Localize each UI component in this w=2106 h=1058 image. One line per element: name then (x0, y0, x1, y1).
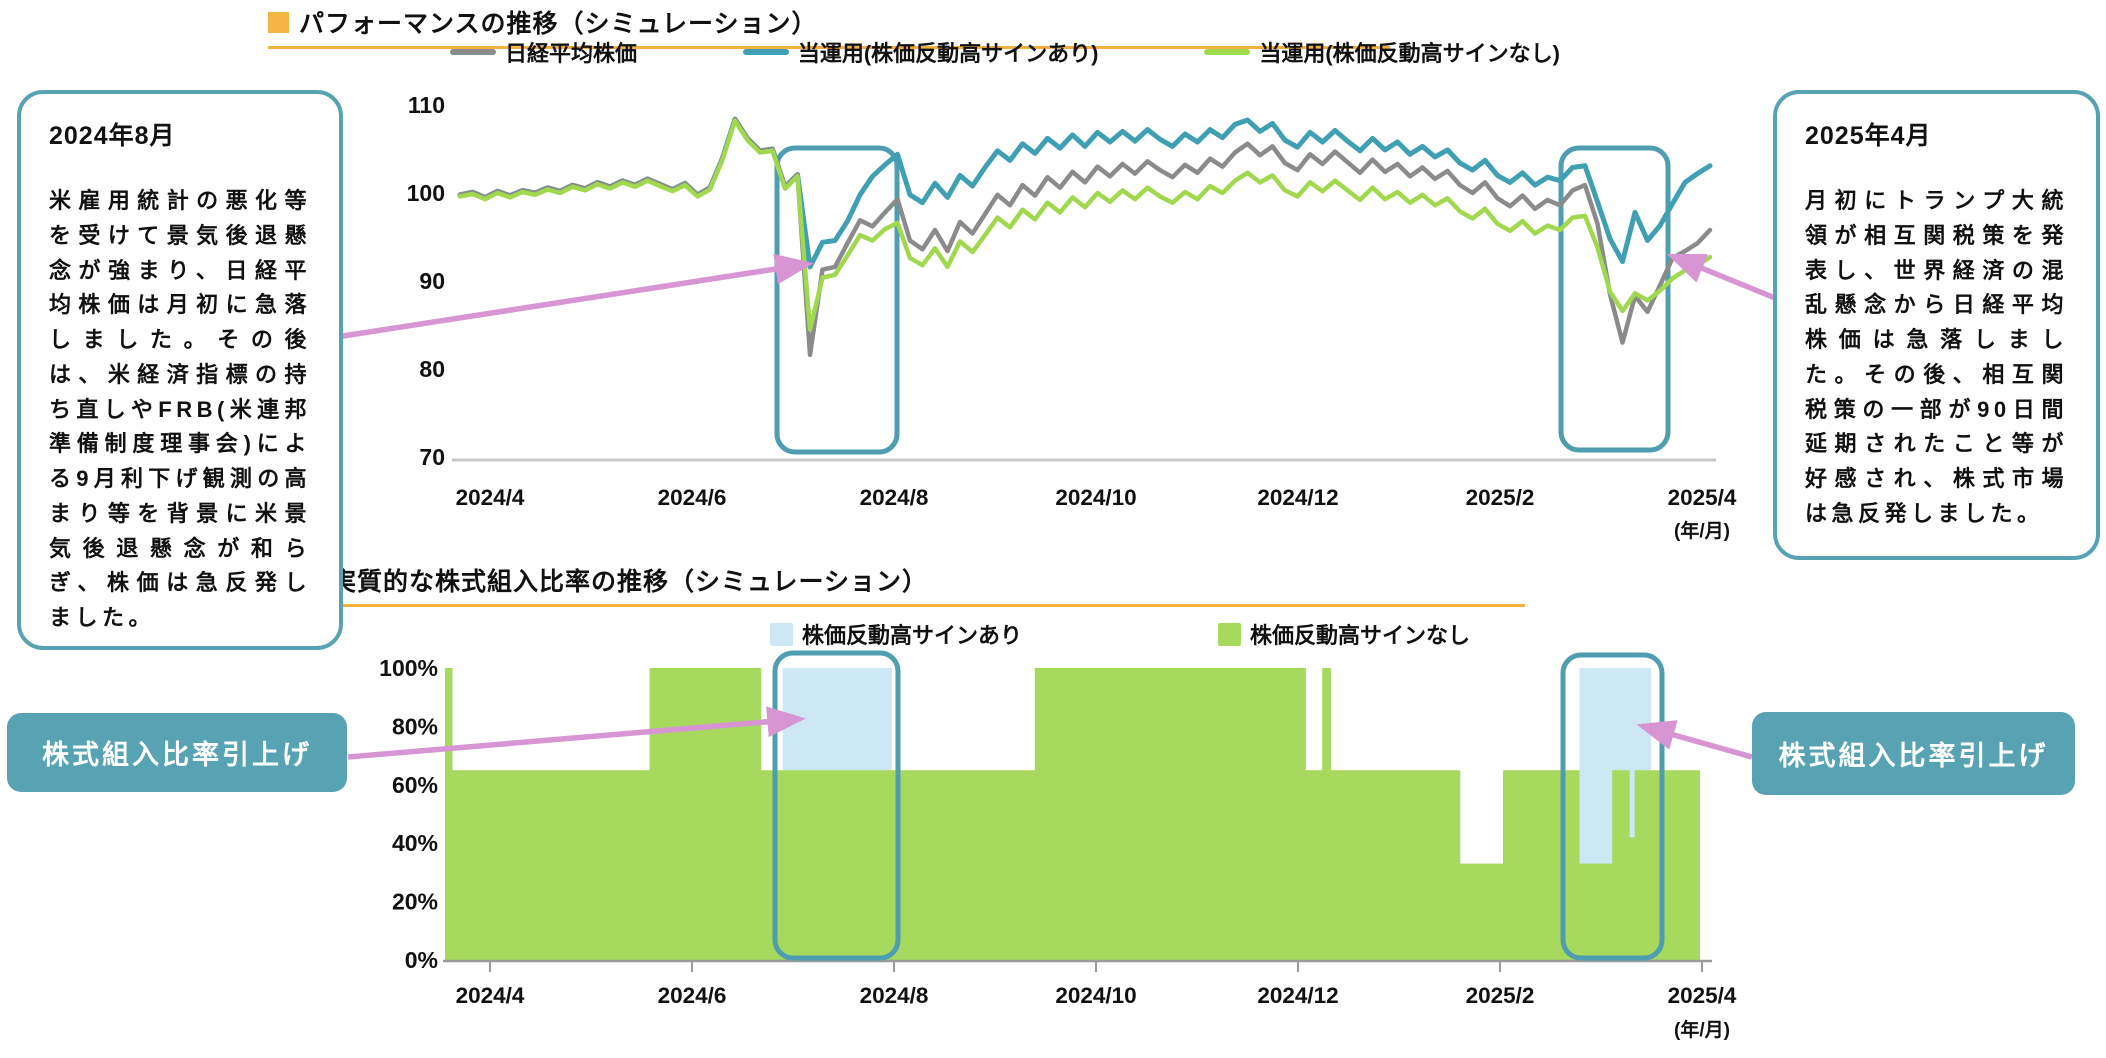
legend-item-alloc-blue: 株価反動高サインあり (770, 618, 1022, 650)
y-tick-label: 20% (392, 889, 438, 915)
callout-aug-title: 2024年8月 (49, 122, 176, 150)
y-tick-label: 0% (405, 947, 438, 973)
x-tick-label: 2025/4 (1668, 485, 1737, 510)
y-tick-label: 80 (419, 356, 445, 382)
raise-banner-left: 株式組入比率引上げ (7, 713, 347, 792)
callout-apr-2025: 2025年4月 月初にトランプ大統領が相互関税策を発表し、世界経済の混乱懸念から… (1773, 90, 2100, 560)
legend-item-alloc-green: 株価反動高サインなし (1217, 618, 1470, 650)
x-tick-label: 2025/4 (1668, 983, 1737, 1008)
x-tick-label: 2024/10 (1055, 485, 1136, 510)
x-axis-unit-label: (年/月) (1674, 519, 1730, 542)
x-tick-label: 2024/8 (860, 485, 929, 510)
y-tick-label: 110 (408, 92, 445, 118)
x-tick-label: 2024/4 (456, 983, 525, 1008)
legend-item-sign-on: 当運用(株価反動高サインあり) (742, 36, 1099, 68)
y-tick-label: 70 (419, 444, 445, 470)
blue-square-swatch-icon (770, 622, 793, 646)
y-tick-label: 90 (419, 268, 445, 294)
highlight-period-box (772, 650, 901, 961)
y-tick-label: 100 (407, 180, 445, 206)
legend-label-alloc-blue: 株価反動高サインあり (802, 623, 1023, 648)
x-tick-label: 2024/6 (658, 983, 727, 1008)
y-tick-label: 80% (392, 713, 438, 739)
x-tick-label: 2024/6 (658, 485, 727, 510)
x-tick-label: 2024/4 (456, 485, 525, 510)
raise-banner-right-label: 株式組入比率引上げ (1778, 741, 2049, 771)
performance-title-text: パフォーマンスの推移（シミュレーション） (299, 10, 818, 38)
legend-label-sign-off: 当運用(株価反動高サインなし) (1259, 41, 1560, 66)
orange-square-icon (268, 11, 289, 33)
series-line-2 (457, 118, 1713, 332)
allocation-title-text: 実質的な株式組入比率の推移（シミュレーション） (331, 568, 929, 596)
allocation-legend: 株価反動高サインあり 株価反動高サインなし (770, 618, 1470, 650)
nikkei-line-swatch-icon (450, 49, 496, 55)
sign-off-allocation-area (445, 668, 1700, 960)
x-axis-unit-label: (年/月) (1674, 1018, 1730, 1041)
callout-aug-2024: 2024年8月 米雇用統計の悪化等を受けて景気後退懸念が強まり、日経平均株価は月… (17, 90, 343, 650)
sign-off-line-swatch-icon (1204, 49, 1251, 55)
highlight-period-box (774, 145, 900, 455)
y-tick-label: 100% (379, 655, 438, 681)
x-tick-label: 2024/12 (1257, 983, 1338, 1008)
legend-label-sign-on: 当運用(株価反動高サインあり) (797, 41, 1099, 66)
callout-aug-body: 米雇用統計の悪化等を受けて景気後退懸念が強まり、日経平均株価は月初に急落しました… (49, 188, 311, 630)
series-line-1 (457, 116, 1713, 270)
legend-label-alloc-green: 株価反動高サインなし (1249, 623, 1470, 648)
x-tick-label: 2024/12 (1257, 485, 1338, 510)
series-line-0 (457, 116, 1713, 358)
legend-label-nikkei: 日経平均株価 (505, 41, 638, 66)
callout-apr-title: 2025年4月 (1805, 122, 1932, 150)
highlight-period-box (1558, 145, 1671, 453)
x-tick-label: 2024/8 (860, 983, 929, 1008)
legend-item-sign-off: 当運用(株価反動高サインなし) (1204, 36, 1560, 68)
raise-banner-left-label: 株式組入比率引上げ (42, 740, 312, 770)
performance-section-title: パフォーマンスの推移（シミュレーション） (268, 4, 1390, 49)
legend-item-nikkei: 日経平均株価 (450, 36, 637, 68)
raise-banner-right: 株式組入比率引上げ (1752, 712, 2075, 795)
green-square-swatch-icon (1217, 622, 1241, 646)
performance-legend: 日経平均株価 当運用(株価反動高サインあり) 当運用(株価反動高サインなし) (450, 36, 1560, 68)
callout-apr-body: 月初にトランプ大統領が相互関税策を発表し、世界経済の混乱懸念から日経平均株価は急… (1805, 188, 2068, 526)
y-tick-label: 40% (392, 830, 438, 856)
highlight-period-box (1560, 652, 1665, 961)
sign-on-line-swatch-icon (742, 49, 789, 55)
x-tick-label: 2025/2 (1466, 983, 1535, 1008)
x-tick-label: 2024/10 (1055, 983, 1136, 1008)
y-tick-label: 60% (392, 772, 438, 798)
x-tick-label: 2025/2 (1466, 485, 1535, 510)
